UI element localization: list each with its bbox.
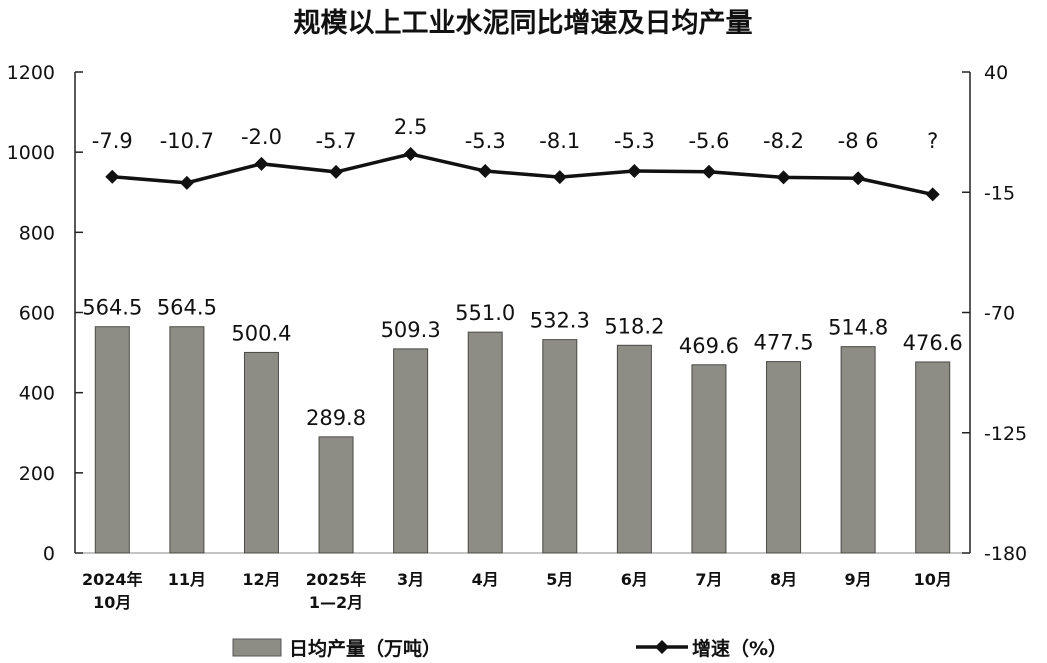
bar <box>243 351 279 554</box>
line-value-label: -8.1 <box>539 129 580 153</box>
category-label: 4月 <box>472 570 499 589</box>
bar-series <box>94 326 951 554</box>
bar <box>467 331 503 554</box>
chart-title: 规模以上工业水泥同比增速及日均产量 <box>294 7 753 39</box>
bar <box>318 436 354 554</box>
bar-value-label: 518.2 <box>604 314 664 338</box>
line-point <box>403 146 418 161</box>
line-point <box>179 175 194 190</box>
category-label: 11月 <box>168 570 206 589</box>
legend-bar-swatch <box>232 638 282 657</box>
legend-bar-label: 日均产量（万吨） <box>289 637 441 660</box>
line-point <box>925 187 940 202</box>
legend-line-label: 增速（%） <box>692 637 787 660</box>
line-point <box>701 164 716 179</box>
bar <box>840 346 876 554</box>
category-label: 6月 <box>621 570 648 589</box>
category-label: 10月 <box>914 570 952 589</box>
right-axis-tick-label: -15 <box>984 182 1015 204</box>
line-point <box>105 169 120 184</box>
line-value-label: -5.3 <box>614 129 655 153</box>
line-value-label: -5.3 <box>465 129 506 153</box>
left-axis-tick-label: 600 <box>19 303 55 325</box>
left-axis-tick-label: 1000 <box>7 142 55 164</box>
left-axis-tick-label: 1200 <box>7 62 55 84</box>
line-value-label: ? <box>927 129 938 153</box>
line-value-label: -5.7 <box>316 129 357 153</box>
bar <box>542 339 578 554</box>
category-label: 8月 <box>770 570 797 589</box>
bar-data-labels: 564.5 564.5 500.4 289.8 509.3 551.0 532.3 518.2… <box>82 296 963 430</box>
line-point <box>627 164 642 179</box>
bar <box>94 326 130 554</box>
line-point <box>478 164 493 179</box>
left-axis-tick-label: 800 <box>19 222 55 244</box>
line-value-label: -2.0 <box>241 125 282 149</box>
plot-area: 0 200 400 600 800 1000 1200 -180 -125 -70 -15 40 5… <box>7 62 1027 612</box>
left-axis-ticks: 0 200 400 600 800 1000 1200 <box>7 62 83 565</box>
line-value-label: -5.6 <box>688 129 729 153</box>
category-label: 12月 <box>242 570 280 589</box>
category-label: 5月 <box>546 570 573 589</box>
line-point <box>552 170 567 185</box>
bar <box>691 364 727 554</box>
bar-value-label: 564.5 <box>82 296 142 320</box>
right-axis-tick-label: -180 <box>984 543 1027 565</box>
right-axis-tick-label: 40 <box>984 62 1008 84</box>
category-label: 7月 <box>695 570 722 589</box>
bar <box>915 361 951 554</box>
line-point <box>851 171 866 186</box>
left-axis-tick-label: 200 <box>19 463 55 485</box>
bar-value-label: 477.5 <box>753 331 813 355</box>
bar-value-label: 469.6 <box>679 334 739 358</box>
bar-value-label: 532.3 <box>530 309 590 333</box>
line-point <box>254 156 269 171</box>
category-label: 9月 <box>845 570 872 589</box>
legend-line-marker <box>655 640 669 654</box>
growth-line <box>112 152 934 197</box>
left-axis-tick-label: 0 <box>43 543 55 565</box>
right-axis-ticks: -180 -125 -70 -15 40 <box>962 62 1027 565</box>
bar <box>766 361 802 554</box>
bar <box>169 326 205 554</box>
bar-value-label: 551.0 <box>455 301 515 325</box>
line-point <box>329 164 344 179</box>
left-axis-tick-label: 400 <box>19 383 55 405</box>
line-value-label: -8 6 <box>838 129 879 153</box>
category-labels: 2024年 10月 11月 12月 2025年 1—2月 3月 4月 5月 6月 7月 8月 9月 10月 <box>82 570 952 612</box>
bar <box>393 348 429 554</box>
bar-value-label: 509.3 <box>381 318 441 342</box>
category-label: 3月 <box>397 570 424 589</box>
line-data-labels: -7.9 -10.7 -2.0 -5.7 2.5 -5.3 -8.1 -5.3 -5.6 -8.2… <box>92 115 938 153</box>
legend: 日均产量（万吨） 增速（%） <box>232 637 787 660</box>
category-label: 2024年 10月 <box>82 570 143 612</box>
right-axis-tick-label: -125 <box>984 423 1027 445</box>
line-value-label: -8.2 <box>763 129 804 153</box>
bar-value-label: 514.8 <box>828 316 888 340</box>
line-value-label: 2.5 <box>394 115 427 139</box>
category-label: 2025年 1—2月 <box>306 570 367 612</box>
bar-value-label: 289.8 <box>306 406 366 430</box>
right-axis-tick-label: -70 <box>984 303 1015 325</box>
bar-value-label: 564.5 <box>157 296 217 320</box>
line-value-label: -7.9 <box>92 129 133 153</box>
bar-value-label: 476.6 <box>903 331 963 355</box>
line-value-label: -10.7 <box>160 129 214 153</box>
line-series <box>105 146 940 202</box>
bar-value-label: 500.4 <box>231 321 291 345</box>
bar <box>616 344 652 554</box>
line-point <box>776 170 791 185</box>
